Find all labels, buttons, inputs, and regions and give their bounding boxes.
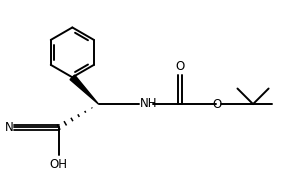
Text: OH: OH [50,158,68,171]
Polygon shape [70,75,98,104]
Text: NH: NH [140,97,158,110]
Text: O: O [175,60,184,73]
Text: N: N [4,121,13,134]
Text: O: O [212,98,221,111]
